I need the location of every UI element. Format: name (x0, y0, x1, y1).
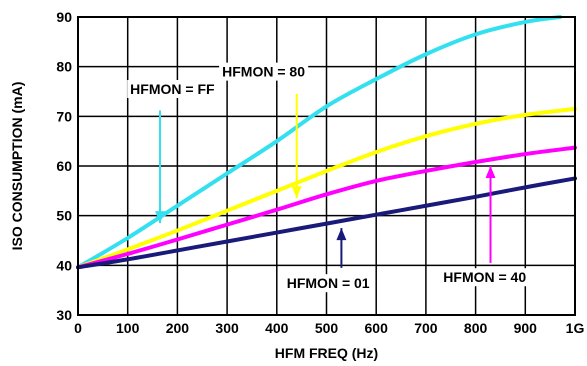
x-tick-label: 500 (315, 320, 339, 336)
series-line-hfmon-ff (76, 15, 563, 270)
annotation-label-hfmon-01: HFMON = 01 (287, 275, 370, 291)
plot-frame (77, 16, 576, 316)
annotation-label-bg (219, 62, 309, 81)
x-tick-label: 1G (566, 320, 585, 336)
y-tick-label: 80 (56, 59, 72, 75)
y-tick-label: 70 (56, 108, 72, 124)
x-tick-label: 800 (464, 320, 488, 336)
x-tick-label: 200 (166, 320, 190, 336)
x-tick-label: 0 (74, 320, 82, 336)
annotation-label-bg (283, 274, 373, 293)
x-tick-label: 600 (365, 320, 389, 336)
x-tick-label: 100 (116, 320, 140, 336)
series-line-hfmon-80 (76, 106, 577, 270)
y-tick-label: 40 (56, 257, 72, 273)
x-axis-label: HFM FREQ (Hz) (275, 345, 378, 361)
y-tick-label: 60 (56, 158, 72, 174)
annotation-label-hfmon-80: HFMON = 80 (222, 64, 305, 80)
y-axis-label: ISO CONSUMPTION (mA) (9, 82, 25, 251)
y-tick-label: 30 (56, 307, 72, 323)
y-tick-label: 50 (56, 208, 72, 224)
y-tick-label: 90 (56, 9, 72, 25)
x-tick-label: 300 (215, 320, 239, 336)
x-tick-label: 400 (265, 320, 289, 336)
annotation-arrowhead-hfmon-40 (485, 166, 496, 178)
annotations: HFMON = FF HFMON = 80 HFMON = 01 HFMON = 40 (127, 62, 530, 293)
x-tick-label: 900 (514, 320, 538, 336)
x-tick-label: 700 (414, 320, 438, 336)
y-tick-labels: 30 40 50 60 70 80 90 (56, 9, 72, 323)
annotation-label-hfmon-40: HFMON = 40 (443, 269, 526, 285)
x-tick-labels: 0 100 200 300 400 500 600 700 800 900 1G (74, 320, 584, 336)
annotation-arrowhead-hfmon-ff (155, 211, 166, 224)
annotation-label-bg (440, 268, 530, 287)
annotation-label-bg (127, 79, 219, 98)
annotation-label-hfmon-ff: HFMON = FF (130, 81, 215, 97)
annotation-arrowhead-hfmon-80 (291, 186, 302, 199)
series-line-hfmon-40 (76, 145, 577, 270)
annotation-arrowhead-hfmon-01 (336, 228, 347, 241)
